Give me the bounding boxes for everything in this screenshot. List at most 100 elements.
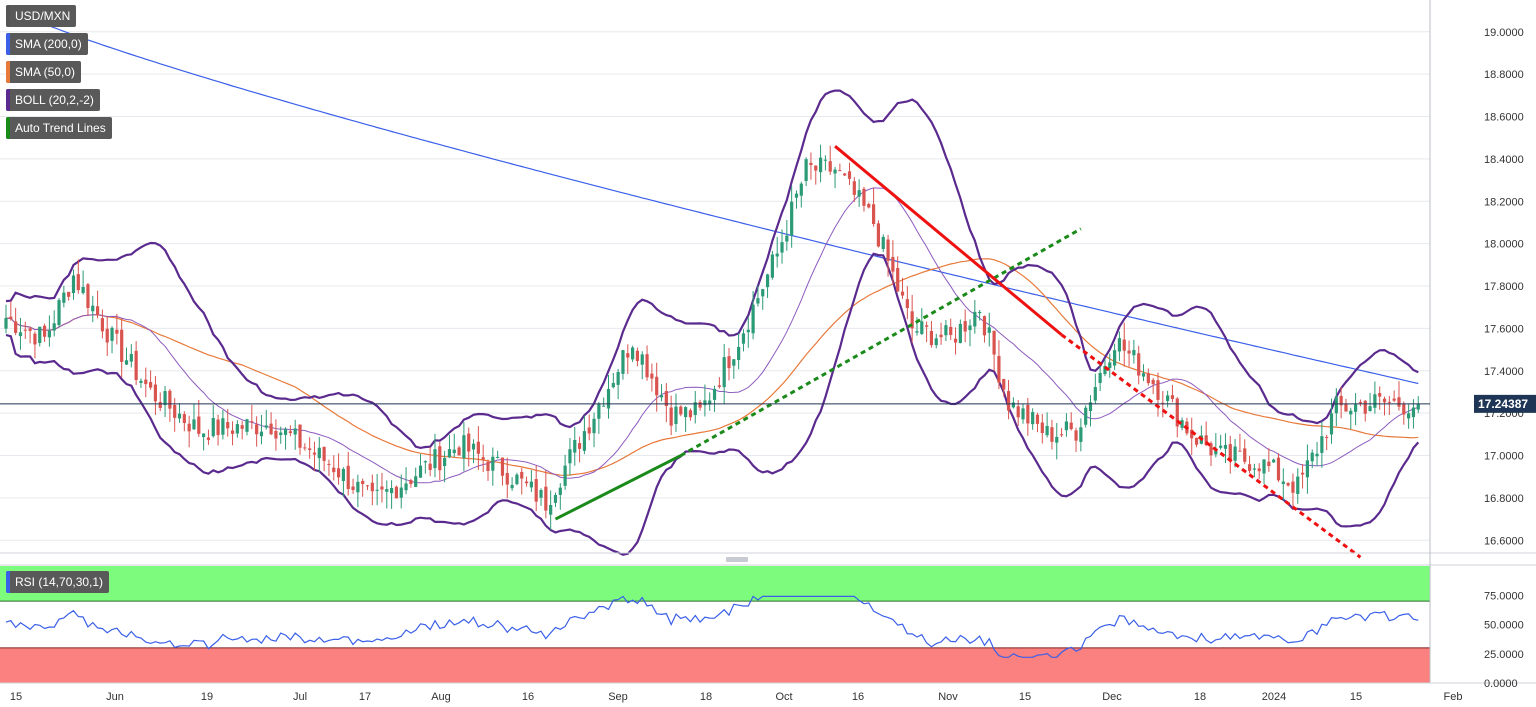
x-tick-label: 15 (1350, 691, 1362, 703)
candle-body (1296, 476, 1300, 494)
candle-body (568, 449, 572, 464)
x-tick-label: 18 (1194, 691, 1206, 703)
trend-line-support-dotted (680, 227, 1082, 457)
candle-body (818, 157, 823, 173)
candle-body (390, 488, 394, 494)
x-tick-label: 16 (852, 691, 864, 703)
candle-body (1344, 403, 1348, 412)
rsi-zones (0, 566, 1430, 683)
candle-body (481, 457, 485, 460)
candle-body (1194, 437, 1199, 445)
candle-body (274, 430, 278, 439)
candle-body (515, 474, 519, 485)
candle-body (1117, 338, 1122, 352)
trend-line-resistance-dotted (1060, 333, 1362, 559)
candle-body (47, 330, 51, 338)
x-tick-label: Jul (293, 691, 307, 703)
overbought-zone (0, 566, 1430, 602)
candle-body (1378, 393, 1382, 397)
candle-body (650, 373, 654, 379)
candle-body (741, 333, 746, 344)
candle-body (62, 292, 66, 303)
candle-body (361, 480, 365, 485)
candle-body (756, 298, 760, 304)
bollinger-lower (5, 252, 1420, 556)
candle-body (1329, 413, 1334, 435)
candle-body (28, 328, 32, 331)
candle-body (447, 449, 452, 458)
candle-body (404, 483, 408, 491)
candle-body (640, 354, 644, 365)
candle-body (944, 325, 948, 336)
candle-body (240, 425, 244, 429)
candle-body (751, 304, 755, 334)
candle-body (91, 305, 95, 312)
candle-body (433, 449, 437, 469)
candle-body (553, 494, 558, 503)
candle-body (524, 481, 529, 484)
legend-sma200[interactable]: SMA (200,0) (6, 33, 88, 55)
candle-body (1156, 380, 1160, 400)
candle-body (505, 473, 509, 485)
candle-body (370, 482, 374, 492)
candle-body (645, 354, 649, 378)
sma50-line (5, 258, 1419, 476)
candle-body (539, 490, 543, 498)
candle-body (1190, 429, 1194, 439)
candle-body (1069, 422, 1073, 430)
candle-body (1334, 397, 1338, 414)
candle-body (486, 461, 490, 472)
candle-body (476, 441, 480, 454)
indicator-lines (5, 5, 1420, 658)
candle-body (833, 169, 837, 174)
candle-body (1382, 398, 1387, 403)
candle-body (669, 407, 673, 426)
rsi-y-tick-label: 75.0000 (1484, 590, 1524, 602)
y-tick-label: 18.0000 (1484, 239, 1524, 251)
candle-body (838, 170, 842, 172)
candle-body (443, 458, 447, 467)
y-tick-label: 16.6000 (1484, 535, 1524, 547)
candle-body (659, 395, 664, 398)
candle-body (1286, 482, 1290, 486)
candle-body (872, 204, 876, 224)
legend-trend-lines[interactable]: Auto Trend Lines (6, 117, 112, 139)
candle-body (255, 424, 259, 435)
x-tick-label: 2024 (1262, 691, 1286, 703)
candle-body (259, 431, 264, 437)
y-tick-label: 16.8000 (1484, 493, 1524, 505)
candle-body (987, 327, 991, 333)
candle-body (341, 468, 345, 481)
candle-body (1180, 420, 1184, 428)
candle-body (631, 347, 635, 360)
candle-body (1358, 401, 1363, 404)
candle-body (1040, 422, 1044, 434)
candle-body (1262, 459, 1266, 474)
legend-sma50[interactable]: SMA (50,0) (6, 61, 82, 83)
legend-symbol[interactable]: USD/MXN (6, 5, 77, 27)
candle-body (847, 171, 852, 179)
candle-body (843, 173, 847, 176)
candle-body (1127, 350, 1131, 354)
candle-body (1137, 353, 1141, 376)
candle-body (187, 423, 191, 432)
legend-bollinger[interactable]: BOLL (20,2,-2) (6, 89, 100, 111)
candle-body (534, 479, 538, 502)
panel-resize-handle[interactable] (726, 557, 748, 562)
candle-body (1339, 395, 1343, 406)
candle-body (365, 485, 370, 487)
candle-body (1305, 460, 1309, 478)
candle-body (322, 446, 326, 461)
candle-body (799, 183, 803, 196)
candle-body (727, 356, 731, 369)
legend-rsi[interactable]: RSI (14,70,30,1) (6, 571, 110, 593)
candle-body (491, 456, 495, 471)
candle-body (1407, 413, 1411, 419)
candle-body (177, 413, 182, 419)
candle-body (968, 325, 972, 331)
candle-body (1233, 446, 1237, 461)
candle-body (1108, 362, 1112, 368)
candle-body (664, 391, 668, 407)
candle-body (1291, 481, 1295, 493)
candle-body (1059, 434, 1064, 436)
